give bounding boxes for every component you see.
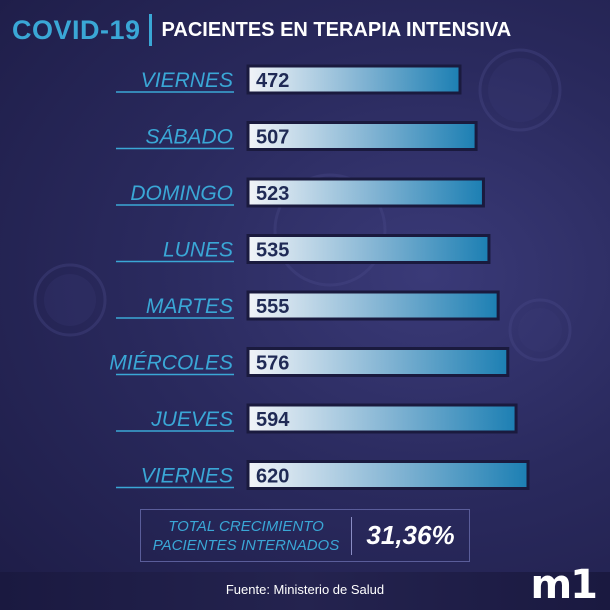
source-note: Fuente: Ministerio de Salud: [225, 582, 385, 597]
footer-band: [0, 572, 610, 610]
bar-value-label: 620: [256, 466, 289, 488]
total-growth-label-line1: TOTAL CRECIMIENTO: [168, 517, 324, 535]
day-label: VIERNES: [141, 465, 233, 488]
brand-label: COVID-19: [12, 14, 141, 45]
bar-value-label: 535: [256, 240, 289, 262]
bar: [246, 234, 491, 264]
day-label: SÁBADO: [145, 126, 233, 149]
header: COVID-19 PACIENTES EN TERAPIA INTENSIVA: [12, 10, 511, 50]
day-label: MIÉRCOLES: [109, 352, 233, 375]
bar: [246, 460, 530, 490]
bar: [246, 347, 510, 377]
total-growth-divider: [351, 516, 352, 555]
day-label: MARTES: [146, 295, 233, 318]
day-label: LUNES: [163, 239, 233, 262]
total-growth-label-line2: PACIENTES INTERNADOS: [152, 536, 340, 554]
total-growth-label: TOTAL CRECIMIENTO PACIENTES INTERNADOS: [141, 517, 351, 555]
total-growth-value: 31,36%: [366, 520, 455, 550]
bar-value-label: 472: [256, 70, 289, 92]
header-divider: [148, 14, 152, 46]
page-title: PACIENTES EN TERAPIA INTENSIVA: [161, 18, 512, 41]
m1-logo: m1: [530, 562, 598, 608]
bar-value-label: 507: [256, 127, 289, 149]
bar: [246, 177, 485, 208]
bar: [246, 64, 462, 95]
bar-value-label: 523: [256, 183, 289, 205]
day-label: JUEVES: [150, 408, 233, 431]
bar-value-label: 594: [256, 409, 290, 431]
day-label: DOMINGO: [130, 182, 233, 205]
total-growth-box: TOTAL CRECIMIENTO PACIENTES INTERNADOS 3…: [140, 509, 470, 562]
day-label: VIERNES: [141, 69, 233, 92]
bar: [246, 290, 500, 321]
bar: [246, 121, 478, 151]
bar: [246, 403, 518, 434]
bar-value-label: 576: [256, 353, 289, 375]
bar-value-label: 555: [256, 296, 289, 318]
